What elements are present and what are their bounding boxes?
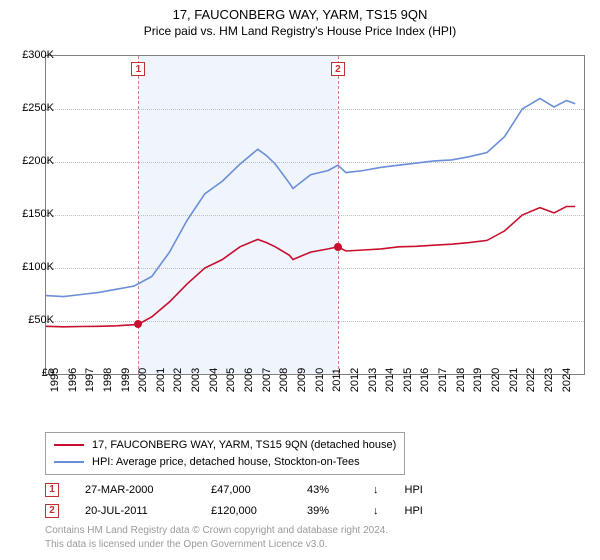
legend-row-property: 17, FAUCONBERG WAY, YARM, TS15 9QN (deta… (54, 437, 396, 454)
arrow-down-icon: ↓ (373, 480, 379, 501)
legend-label: HPI: Average price, detached house, Stoc… (92, 454, 360, 471)
footer-line: Contains HM Land Registry data © Crown c… (45, 524, 388, 538)
x-axis-label: 2015 (402, 368, 414, 392)
x-axis-label: 2008 (278, 368, 290, 392)
x-axis-label: 2010 (314, 368, 326, 392)
chart-plot-area: 12 (45, 55, 585, 375)
y-axis-label: £100K (22, 261, 54, 273)
sale-point (334, 243, 342, 251)
legend-label: 17, FAUCONBERG WAY, YARM, TS15 9QN (deta… (92, 437, 396, 454)
y-axis-label: £250K (22, 102, 54, 114)
x-axis-label: 2016 (419, 368, 431, 392)
copyright-footer: Contains HM Land Registry data © Crown c… (45, 524, 388, 551)
x-axis-label: 2020 (490, 368, 502, 392)
legend-swatch (54, 461, 84, 463)
x-axis-label: 2007 (261, 368, 273, 392)
transaction-marker: 2 (45, 504, 59, 518)
x-axis-label: 2004 (208, 368, 220, 392)
series-hpi (46, 98, 575, 296)
transaction-marker: 1 (45, 483, 59, 497)
x-axis-label: 2000 (137, 368, 149, 392)
transaction-note: HPI (405, 501, 423, 522)
transaction-date: 27-MAR-2000 (85, 480, 185, 501)
x-axis-label: 2017 (437, 368, 449, 392)
sale-point (134, 320, 142, 328)
x-axis-label: 1998 (102, 368, 114, 392)
x-axis-label: 2023 (543, 368, 555, 392)
x-axis-label: 2013 (367, 368, 379, 392)
x-axis-label: 2021 (508, 368, 520, 392)
x-axis-label: 1999 (120, 368, 132, 392)
x-axis-label: 2009 (296, 368, 308, 392)
x-axis-label: 2022 (525, 368, 537, 392)
transaction-pct: 39% (307, 501, 347, 522)
x-axis-label: 2003 (190, 368, 202, 392)
x-axis-label: 2011 (331, 368, 343, 392)
footer-line: This data is licensed under the Open Gov… (45, 538, 388, 552)
x-axis-label: 2024 (561, 368, 573, 392)
x-axis-label: 2002 (172, 368, 184, 392)
x-axis-label: 2001 (155, 368, 167, 392)
transaction-price: £120,000 (211, 501, 281, 522)
x-axis-label: 2018 (455, 368, 467, 392)
chart-series (46, 56, 584, 374)
x-axis-label: 2005 (225, 368, 237, 392)
x-axis-label: 1997 (84, 368, 96, 392)
x-axis-label: 2019 (472, 368, 484, 392)
chart-marker-box: 1 (131, 62, 145, 76)
page-title: 17, FAUCONBERG WAY, YARM, TS15 9QN (0, 0, 600, 24)
transaction-note: HPI (405, 480, 423, 501)
transaction-row: 2 20-JUL-2011 £120,000 39% ↓ HPI (45, 501, 423, 522)
x-axis-label: 1995 (49, 368, 61, 392)
y-axis-label: £300K (22, 49, 54, 61)
y-axis-label: £200K (22, 155, 54, 167)
page-subtitle: Price paid vs. HM Land Registry's House … (0, 24, 600, 42)
x-axis-label: 2014 (384, 368, 396, 392)
arrow-down-icon: ↓ (373, 501, 379, 522)
legend-row-hpi: HPI: Average price, detached house, Stoc… (54, 454, 396, 471)
series-property (46, 207, 575, 327)
transaction-price: £47,000 (211, 480, 281, 501)
transaction-date: 20-JUL-2011 (85, 501, 185, 522)
chart-marker-box: 2 (331, 62, 345, 76)
y-axis-label: £150K (22, 208, 54, 220)
x-axis-label: 2012 (349, 368, 361, 392)
legend-swatch (54, 444, 84, 446)
x-axis-label: 1996 (67, 368, 79, 392)
transaction-row: 1 27-MAR-2000 £47,000 43% ↓ HPI (45, 480, 423, 501)
y-axis-label: £50K (28, 314, 54, 326)
x-axis-label: 2006 (243, 368, 255, 392)
transactions-table: 1 27-MAR-2000 £47,000 43% ↓ HPI 2 20-JUL… (45, 480, 423, 522)
transaction-pct: 43% (307, 480, 347, 501)
legend-box: 17, FAUCONBERG WAY, YARM, TS15 9QN (deta… (45, 432, 405, 475)
